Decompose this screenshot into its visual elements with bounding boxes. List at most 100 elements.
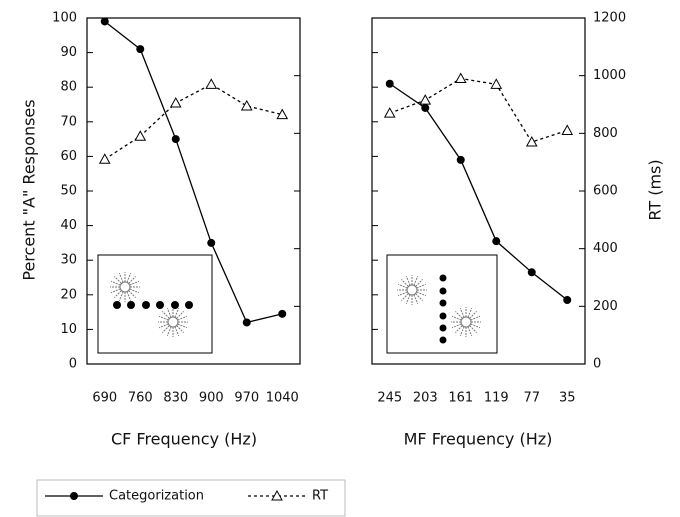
spoke (401, 279, 409, 287)
x-tick-label: 760 (128, 391, 153, 406)
y-tick-label: 0 (69, 357, 77, 372)
stimulus-icon (451, 307, 481, 337)
y-tick-label: 30 (60, 253, 77, 268)
y-tick-label: 80 (60, 80, 77, 95)
data-point (421, 103, 430, 112)
y-tick-label: 20 (60, 287, 77, 302)
data-point (207, 238, 216, 247)
spoke (162, 311, 170, 319)
data-point (527, 268, 536, 277)
x-tick-label: 1040 (266, 391, 299, 406)
stimulus-dot (185, 301, 193, 309)
x-tick-label: 690 (92, 391, 117, 406)
spoke (176, 325, 184, 333)
spoke (470, 315, 481, 321)
hub (460, 316, 472, 328)
stimulus-icon (158, 307, 188, 337)
data-point (456, 155, 465, 164)
stimulus-dot (171, 301, 179, 309)
stimulus-dot (439, 299, 447, 307)
spoke (459, 307, 465, 318)
y-tick-label: 100 (52, 11, 77, 26)
data-point (240, 99, 253, 111)
data-point (98, 153, 111, 164)
data-point (563, 295, 572, 304)
series-line (389, 77, 568, 143)
data-point (561, 124, 574, 135)
spoke (416, 291, 427, 297)
y2-tick-label: 1000 (593, 68, 626, 83)
spoke (126, 272, 132, 283)
x-tick-label: 203 (413, 391, 438, 406)
spoke (158, 323, 169, 329)
data-point (419, 94, 432, 105)
spoke (166, 307, 172, 318)
y2-tick-label: 0 (593, 357, 601, 372)
stimulus-dot (439, 324, 447, 332)
legend-label: RT (312, 489, 328, 504)
stimulus-dot (113, 301, 121, 309)
spoke (177, 323, 188, 329)
spoke (459, 326, 465, 337)
y2-tick-label: 600 (593, 184, 618, 199)
spoke (110, 280, 121, 286)
stimulus-dot (439, 336, 447, 344)
stimulus-icon (110, 272, 140, 302)
y-tick-label: 70 (60, 114, 77, 129)
data-point (385, 79, 394, 88)
spoke (401, 293, 409, 301)
spoke (118, 272, 124, 283)
legend-marker (271, 489, 283, 501)
x-tick-label: 245 (377, 391, 402, 406)
spoke (166, 326, 172, 337)
stimulus-dot (439, 274, 447, 282)
stimulus-dot (439, 287, 447, 295)
y2-tick-label: 200 (593, 299, 618, 314)
y2-tick-label: 800 (593, 126, 618, 141)
x-tick-label: 970 (234, 391, 259, 406)
spoke (177, 315, 188, 321)
spoke (451, 315, 462, 321)
data-point (278, 309, 287, 318)
stimulus-dot (439, 312, 447, 320)
spoke (415, 279, 423, 287)
x-tick-label: 900 (199, 391, 224, 406)
spoke (114, 276, 122, 284)
data-point (205, 78, 218, 89)
hub (119, 281, 131, 293)
y2-tick-label: 400 (593, 241, 618, 256)
spoke (455, 325, 463, 333)
data-point (136, 45, 145, 54)
spoke (467, 307, 473, 318)
data-point (100, 17, 109, 26)
data-point (134, 130, 147, 141)
legend-label: Categorization (109, 489, 204, 504)
legend-marker (70, 492, 78, 500)
y-axis-label: Percent "A" Responses (20, 99, 39, 280)
y-tick-label: 40 (60, 218, 77, 233)
data-point (490, 78, 503, 89)
y-tick-label: 90 (60, 45, 77, 60)
x-axis-label: MF Frequency (Hz) (404, 430, 553, 449)
data-point (525, 135, 538, 147)
spoke (405, 275, 411, 286)
y-tick-label: 60 (60, 149, 77, 164)
hub (167, 316, 179, 328)
legend-box (36, 479, 346, 517)
spoke (118, 291, 124, 302)
series-line (389, 83, 568, 301)
data-point (383, 107, 396, 118)
x-axis-label: CF Frequency (Hz) (111, 430, 257, 449)
spoke (469, 311, 477, 319)
stimulus-icon (397, 275, 427, 305)
spoke (110, 288, 121, 294)
y2-axis-label: RT (ms) (646, 159, 665, 220)
spoke (129, 288, 140, 294)
data-point (492, 237, 501, 246)
x-tick-label: 830 (163, 391, 188, 406)
y-tick-label: 10 (60, 322, 77, 337)
series-line (104, 83, 283, 160)
x-tick-label: 161 (448, 391, 473, 406)
spoke (176, 311, 184, 319)
